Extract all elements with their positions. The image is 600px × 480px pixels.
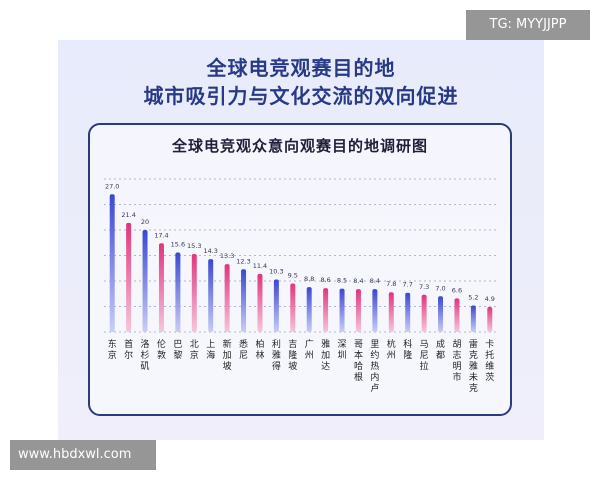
value-label: 5.2 <box>468 293 478 301</box>
bar-18 <box>388 292 394 332</box>
category-label: 洛杉矶 <box>141 338 150 372</box>
bar-2 <box>126 222 132 332</box>
bar-23 <box>470 305 476 332</box>
headline-line-1: 全球电竞观赛目的地 <box>206 56 396 80</box>
category-label: 成都 <box>436 338 445 361</box>
chart-panel: 全球电竞观众意向观赛目的地调研图 27.0 21.4 20 17.4 15.6 15.3 1… <box>88 123 512 416</box>
category-label: 哥本哈根 <box>354 339 363 383</box>
bar-7 <box>208 259 214 332</box>
bar-9 <box>241 269 247 332</box>
category-label: 科隆 <box>403 338 412 361</box>
bar-4 <box>158 243 164 332</box>
value-label: 17.4 <box>154 231 168 239</box>
value-label: 12.3 <box>236 257 250 265</box>
bar-16 <box>355 289 361 332</box>
category-label: 利雅得 <box>272 338 281 372</box>
bar-19 <box>405 292 411 332</box>
category-label: 雅加达 <box>321 338 330 372</box>
category-label: 雷克雅未克 <box>469 339 478 394</box>
category-label: 吉隆坡 <box>288 339 297 372</box>
category-label: 上海 <box>206 339 215 361</box>
category-label: 巴黎 <box>173 339 182 361</box>
value-label: 10.3 <box>269 267 283 275</box>
value-label: 9.5 <box>288 272 298 280</box>
category-label: 卡托维茨 <box>485 338 494 383</box>
value-label: 20 <box>141 218 149 226</box>
bar-chart: 27.0 21.4 20 17.415.6 15.314.313.312.311.410… <box>104 178 498 394</box>
value-label: 14.3 <box>203 247 217 255</box>
bar-21 <box>438 296 444 332</box>
value-label: 7.0 <box>435 284 445 292</box>
bar-3 <box>142 230 148 332</box>
value-label: 7.8 <box>386 280 396 288</box>
bar-5 <box>175 252 181 332</box>
headline-line-2: 城市吸引力与文化交流的双向促进 <box>143 84 459 108</box>
bar-6 <box>191 253 197 332</box>
bar-20 <box>421 294 427 332</box>
value-label: 15.6 <box>171 240 185 248</box>
value-label: 7.3 <box>419 283 429 291</box>
category-label: 广州 <box>305 338 314 361</box>
value-label: 6.6 <box>452 286 462 294</box>
category-label: 胡志明市 <box>452 338 461 383</box>
bar-10 <box>257 273 263 332</box>
bar-12 <box>290 283 296 332</box>
value-label: 21.4 <box>121 211 135 219</box>
bar-15 <box>339 288 345 332</box>
category-label: 马尼拉 <box>420 339 429 372</box>
bar-17 <box>372 289 378 332</box>
watermark-bottom: www.hbdxwl.com <box>10 440 156 470</box>
chart-title: 全球电竞观众意向观赛目的地调研图 <box>171 137 428 155</box>
bar-24 <box>487 307 493 332</box>
value-label: 8.8 <box>304 275 314 283</box>
category-label: 伦敦 <box>157 338 166 361</box>
watermark-top: TG: MYYJJPP <box>466 10 590 40</box>
value-label: 8.4 <box>370 277 380 285</box>
value-label: 7.7 <box>403 281 413 289</box>
value-label: 13.3 <box>220 252 234 260</box>
category-label: 新加坡 <box>223 338 232 372</box>
category-label: 首尔 <box>124 338 133 361</box>
bar-22 <box>454 298 460 332</box>
value-label: 11.4 <box>253 262 267 270</box>
category-label: 里约热内卢 <box>370 339 379 394</box>
category-label: 杭州 <box>387 338 396 361</box>
value-label: 8.5 <box>337 277 347 285</box>
value-label: 27.0 <box>105 182 119 190</box>
value-label: 15.3 <box>187 242 201 250</box>
category-label: 柏林 <box>255 338 264 361</box>
value-label: 8.4 <box>353 277 363 285</box>
value-label: 8.6 <box>320 276 330 284</box>
bar-8 <box>224 264 230 332</box>
category-label: 深圳 <box>338 339 347 361</box>
value-label: 4.9 <box>485 295 495 303</box>
bar-14 <box>323 288 329 332</box>
category-label: 东京 <box>108 338 117 361</box>
category-label: 悉尼 <box>239 338 248 361</box>
bar-1 <box>109 194 115 332</box>
category-label: 北京 <box>190 339 199 361</box>
bar-13 <box>306 287 312 332</box>
bar-11 <box>273 279 279 332</box>
